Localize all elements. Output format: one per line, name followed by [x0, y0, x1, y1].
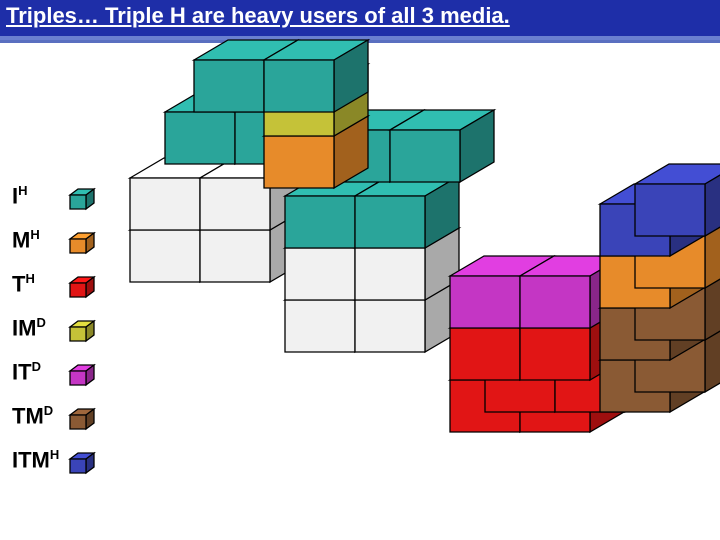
- legend-row-ITMH: ITMH: [12, 438, 90, 482]
- legend-row-ITD: ITD: [12, 350, 90, 394]
- legend-label: TMD: [12, 403, 68, 429]
- legend: IH MH TH IMD ITD TMD ITMH: [12, 174, 90, 482]
- legend-label: TH: [12, 271, 68, 297]
- legend-label: MH: [12, 227, 68, 253]
- cube-diagram: [0, 0, 720, 540]
- legend-swatch-TH: [68, 273, 90, 295]
- legend-row-TH: TH: [12, 262, 90, 306]
- legend-row-MH: MH: [12, 218, 90, 262]
- legend-swatch-ITD: [68, 361, 90, 383]
- legend-swatch-MH: [68, 229, 90, 251]
- legend-swatch-ITMH: [68, 449, 90, 471]
- legend-swatch-IH: [68, 185, 90, 207]
- legend-label: IH: [12, 183, 68, 209]
- legend-label: IMD: [12, 315, 68, 341]
- legend-row-IMD: IMD: [12, 306, 90, 350]
- legend-row-TMD: TMD: [12, 394, 90, 438]
- legend-swatch-TMD: [68, 405, 90, 427]
- legend-swatch-IMD: [68, 317, 90, 339]
- legend-row-IH: IH: [12, 174, 90, 218]
- legend-label: ITD: [12, 359, 68, 385]
- legend-label: ITMH: [12, 447, 68, 473]
